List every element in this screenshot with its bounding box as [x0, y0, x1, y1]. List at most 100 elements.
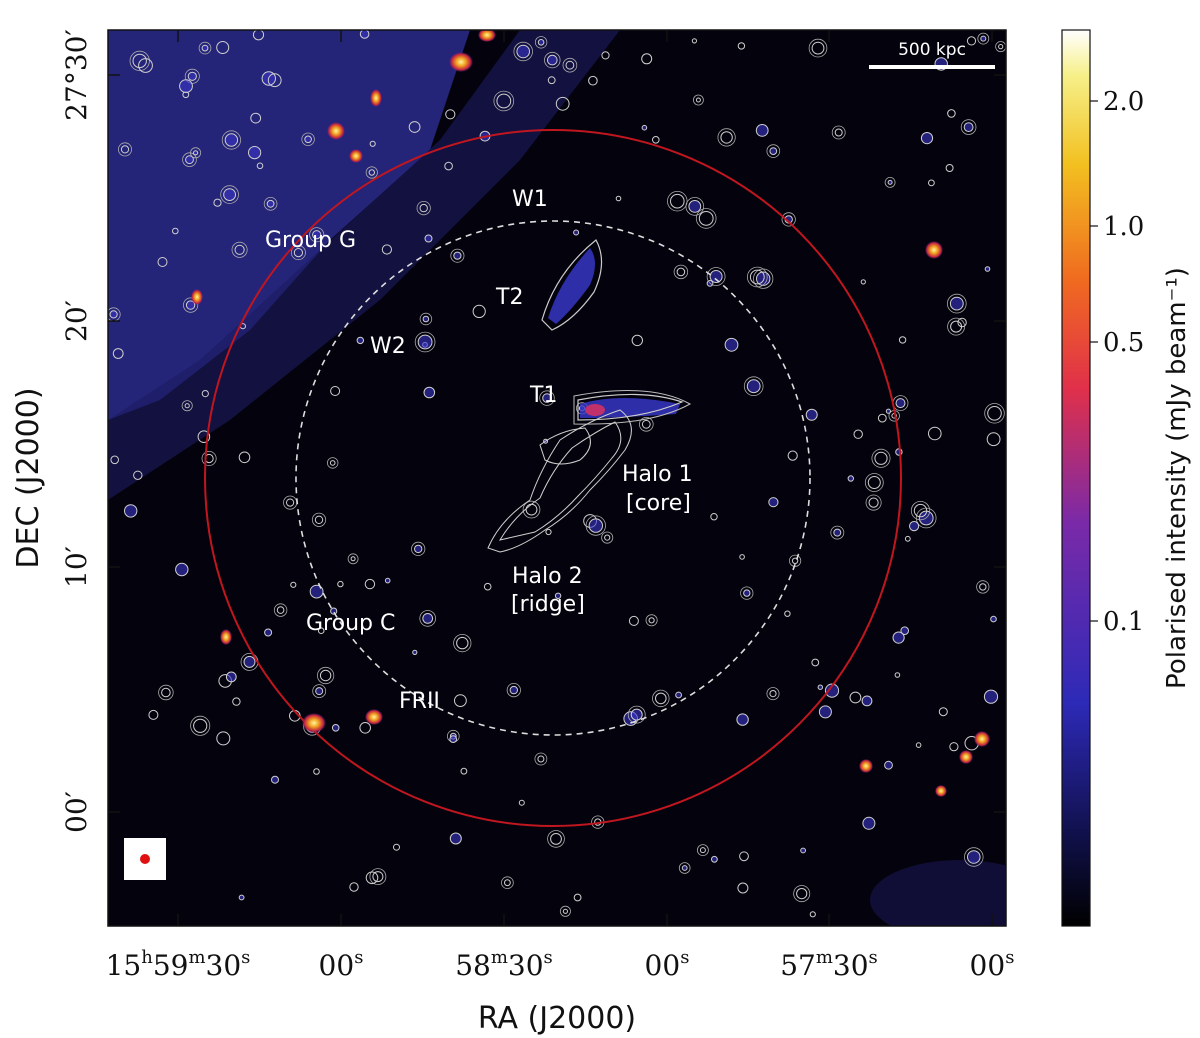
- point-source-outer-contour: [129, 50, 150, 72]
- point-sources: [108, 30, 1006, 918]
- point-source-contour: [223, 188, 237, 202]
- point-source-outer-contour: [667, 190, 688, 212]
- point-source-contour: [472, 304, 486, 318]
- point-source-outer-contour: [743, 376, 764, 397]
- point-source-contour: [456, 636, 469, 650]
- point-source-contour: [319, 669, 332, 682]
- point-source-outer-contour: [645, 614, 658, 627]
- point-source-contour: [213, 198, 222, 207]
- point-source-contour: [963, 122, 974, 132]
- x-ticks: [177, 30, 993, 926]
- point-source-contour: [496, 93, 512, 109]
- point-source-contour: [550, 833, 562, 845]
- label-t2: T2: [495, 285, 523, 310]
- point-source-contour: [197, 430, 211, 444]
- point-source-outer-contour: [830, 525, 845, 540]
- point-source-contour: [980, 35, 987, 42]
- point-source-outer-contour: [706, 267, 726, 286]
- point-source-contour: [885, 408, 892, 414]
- colorbar-title: Polarised intensity (mJy beam⁻¹): [1162, 267, 1192, 689]
- point-source-outer-contour: [506, 682, 521, 698]
- point-source-outer-contour: [884, 176, 896, 188]
- point-source-outer-contour: [544, 51, 561, 69]
- point-source-contour: [483, 582, 492, 591]
- point-source-contour: [768, 497, 779, 508]
- point-source-outer-contour: [585, 515, 606, 536]
- label-group-c: Group C: [306, 611, 395, 636]
- point-source-contour: [547, 54, 558, 66]
- point-source-outer-contour: [697, 844, 709, 856]
- point-source-contour: [444, 161, 453, 171]
- point-source-contour: [331, 724, 340, 732]
- diffuse-emission-northwest: [108, 30, 470, 420]
- point-source-contour: [384, 577, 391, 584]
- point-source-contour: [928, 179, 935, 187]
- point-source-outer-contour: [522, 500, 541, 519]
- point-source-contour: [238, 894, 245, 901]
- point-source-contour: [737, 882, 749, 894]
- point-source-contour: [313, 768, 320, 775]
- x-tick-label: 58m30s: [455, 947, 553, 982]
- point-source-contour: [276, 606, 285, 614]
- point-source-contour: [554, 592, 562, 599]
- bright-sources: [191, 30, 990, 797]
- point-source-contour: [542, 393, 552, 403]
- label-halo2-ridge: [ridge]: [511, 592, 585, 617]
- source-t1: [573, 390, 692, 425]
- point-source-contour: [112, 348, 124, 359]
- point-source-contour: [423, 386, 436, 399]
- point-source-outer-contour: [158, 684, 174, 701]
- point-source-contour: [537, 755, 545, 763]
- point-source-contour: [769, 690, 777, 698]
- point-source-contour: [920, 132, 934, 145]
- point-source-outer-contour: [301, 132, 315, 147]
- point-source-outer-contour: [547, 830, 565, 848]
- point-source-outer-contour: [450, 248, 465, 263]
- point-source-contour: [986, 432, 1001, 447]
- point-source-contour: [148, 709, 159, 720]
- point-source-contour: [330, 386, 341, 396]
- point-source-outer-contour: [693, 94, 704, 106]
- point-source-contour: [947, 109, 956, 118]
- point-source-contour: [809, 911, 816, 918]
- point-source-contour: [408, 121, 421, 133]
- point-source-contour: [641, 419, 651, 429]
- point-source-contour: [304, 135, 312, 144]
- point-source-contour: [286, 498, 295, 507]
- y-axis-title: DEC (J2000): [11, 387, 46, 568]
- point-source-contour: [414, 544, 423, 554]
- point-source-contour: [898, 336, 907, 344]
- point-source-outer-contour: [562, 57, 578, 73]
- label-w1: W1: [512, 187, 548, 212]
- point-source-contour: [317, 627, 325, 635]
- point-source-outer-contour: [638, 416, 654, 432]
- point-source-outer-contour: [419, 610, 437, 627]
- point-source-contour: [445, 109, 456, 120]
- point-source-contour: [818, 705, 832, 719]
- point-source-contour: [184, 403, 190, 409]
- point-source-contour: [271, 775, 279, 784]
- halo-contours: [487, 409, 632, 553]
- point-source-contour: [641, 124, 648, 131]
- point-source-contour: [990, 615, 997, 623]
- point-source-contour: [419, 203, 428, 213]
- point-source-outer-contour: [717, 128, 736, 147]
- point-source-outer-contour: [263, 197, 278, 211]
- label-halo2: Halo 2: [512, 564, 583, 589]
- point-source-contour: [179, 79, 193, 93]
- point-source-outer-contour: [501, 876, 514, 889]
- colorbar-gradient: [1061, 29, 1091, 927]
- point-source-contour: [365, 871, 379, 885]
- y-tick-label: 00′: [60, 791, 93, 833]
- point-source-contour: [266, 199, 275, 208]
- point-source-contour: [601, 51, 610, 60]
- point-source-contour: [449, 735, 458, 743]
- point-source-outer-contour: [309, 227, 325, 243]
- point-source-contour: [573, 893, 582, 902]
- label-halo1: Halo 1: [622, 462, 693, 487]
- point-source-outer-contour: [181, 400, 193, 412]
- point-source-contour: [216, 41, 230, 54]
- point-source-contour: [412, 649, 418, 656]
- label-group-g: Group G: [265, 228, 356, 253]
- point-source-contour: [573, 229, 580, 236]
